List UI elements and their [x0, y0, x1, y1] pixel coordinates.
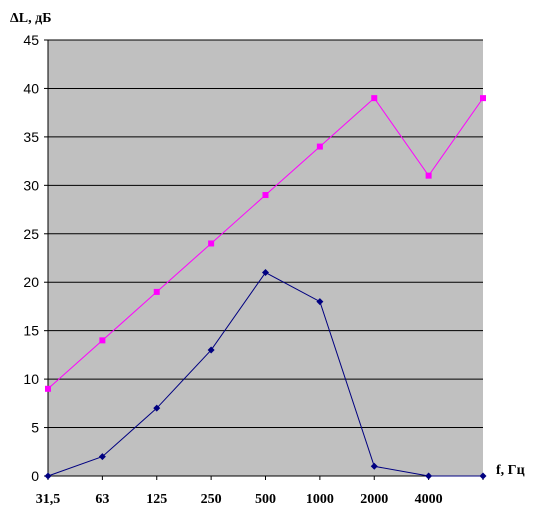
data-point [479, 472, 487, 480]
y-tick-label: 30 [23, 177, 39, 193]
y-axis-title: ΔL, дБ [10, 11, 51, 26]
x-tick-label: 4000 [415, 492, 443, 507]
data-point [208, 240, 215, 247]
x-tick-label: 125 [146, 492, 167, 507]
x-tick-label: 31,5 [36, 492, 61, 507]
data-point [262, 269, 269, 277]
data-point [153, 288, 160, 295]
data-point [370, 462, 378, 470]
y-tick-label: 35 [23, 129, 39, 145]
x-tick-label: 1000 [306, 492, 334, 507]
y-tick-labels: 0 5 10 15 20 25 30 35 40 45 [23, 32, 39, 484]
data-point [316, 298, 324, 306]
y-tick-label: 45 [23, 32, 39, 48]
series-0 [45, 95, 486, 392]
y-tick-label: 5 [31, 420, 39, 436]
data-point [480, 95, 486, 102]
x-axis-title: f, Гц [496, 463, 525, 478]
x-tick-labels: 31,5 63 125 250 500 1000 2000 4000 [36, 492, 443, 507]
x-tick-label: 2000 [360, 492, 388, 507]
data-point [425, 472, 433, 480]
x-tick-label: 500 [255, 492, 276, 507]
y-tick-label: 15 [23, 323, 39, 339]
data-point [153, 404, 161, 412]
data-point [99, 337, 106, 344]
y-tick-label: 40 [23, 80, 39, 96]
data-point [45, 385, 51, 392]
data-point [98, 453, 106, 461]
plot-area [48, 40, 483, 476]
y-tick-label: 25 [23, 226, 39, 242]
x-tick-label: 250 [201, 492, 222, 507]
y-tick-label: 20 [23, 274, 39, 290]
data-point [316, 143, 323, 150]
series [44, 95, 487, 480]
x-tick-label: 63 [95, 492, 109, 507]
data-point [207, 346, 215, 354]
data-point [262, 192, 269, 199]
data-point [44, 472, 52, 480]
data-point [371, 95, 378, 102]
y-tick-label: 10 [23, 371, 39, 387]
gridlines [44, 39, 483, 477]
y-tick-label: 0 [31, 468, 39, 484]
data-point [425, 172, 432, 179]
series-1 [44, 269, 487, 480]
